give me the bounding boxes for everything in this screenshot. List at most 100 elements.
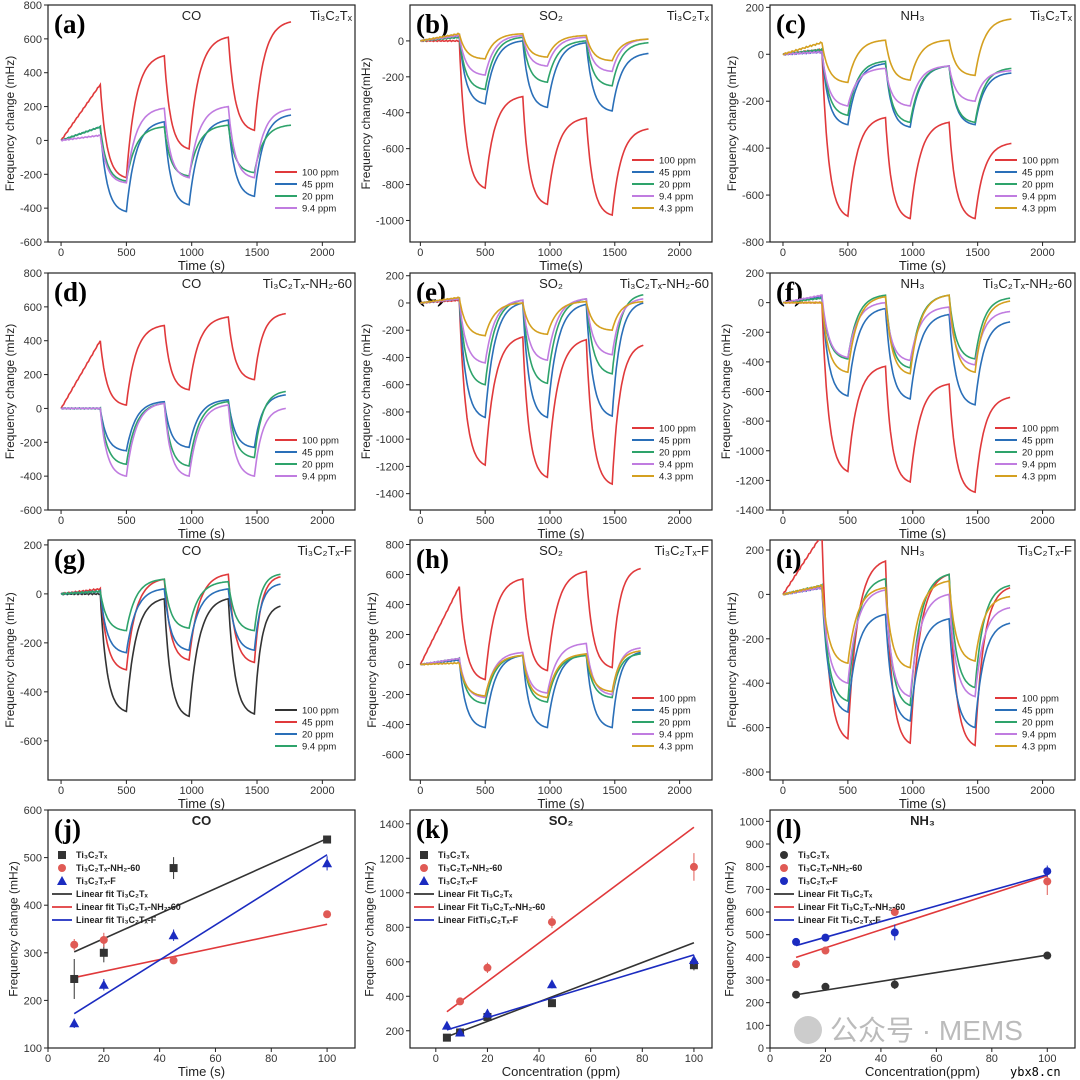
fit-line	[74, 923, 328, 979]
x-axis-label: Time (s)	[178, 1064, 225, 1079]
panel-letter: (a)	[54, 9, 85, 39]
marker-square	[442, 1033, 451, 1042]
x-tick-label: 1000	[179, 247, 203, 259]
y-tick-label: 800	[386, 922, 404, 934]
panel-i: 0 500 1000 1500 2000 -800 -600 -400 -200 0 200 Time…	[725, 539, 1076, 811]
plot-frame	[409, 539, 713, 781]
marker-square	[547, 999, 556, 1008]
series-line-20-ppm	[60, 124, 292, 183]
plot-area	[419, 567, 641, 729]
y-axis-label: Frequency change (mHz)	[359, 324, 373, 459]
fit-line	[795, 954, 1048, 996]
panel-letter: (l)	[776, 814, 801, 844]
legend-label: Linear Fit Ti₃C₂Tₓ-NH₂-60	[798, 902, 905, 912]
x-tick-label: 1500	[245, 515, 269, 527]
legend-label: 20 ppm	[1022, 180, 1054, 191]
plot-area	[782, 18, 1012, 220]
x-tick-label: 1500	[965, 515, 989, 527]
watermark-text: 公众号 · MEMS	[830, 1015, 1023, 1046]
legend-label: 9.4 ppm	[659, 730, 693, 741]
legend-label: 45 ppm	[302, 448, 334, 459]
y-tick-label: 400	[746, 952, 764, 964]
marker-triangle	[57, 876, 67, 885]
material-label: Ti₃C₂Tₓ-NH₂-60	[620, 276, 709, 291]
legend-label: 20 ppm	[302, 460, 334, 471]
legend-label: 100 ppm	[659, 424, 696, 435]
legend-label: 20 ppm	[1022, 718, 1054, 729]
legend-label: Linear fit Ti₃C₂Tₓ-NH₂-60	[76, 902, 181, 912]
x-tick-label: 20	[98, 1053, 110, 1065]
y-tick-label: 200	[386, 271, 404, 283]
gas-title: SO₂	[539, 8, 563, 23]
legend-label: 20 ppm	[302, 192, 334, 203]
y-tick-label: -600	[742, 190, 764, 202]
x-tick-label: 80	[636, 1053, 648, 1065]
x-tick-label: 1000	[901, 247, 925, 259]
x-tick-label: 100	[1038, 1053, 1056, 1065]
panel-j: 0 20 40 60 80 100 100 200 300 400 500 600 Time (s) Fr…	[7, 805, 356, 1079]
marker-circle	[689, 862, 698, 871]
panel-f: 0 500 1000 1500 2000-1400-1200-1000-800-600-…	[719, 268, 1076, 541]
x-tick-label: 0	[433, 1053, 439, 1065]
gas-title: SO₂	[549, 813, 574, 828]
plot-area	[441, 826, 699, 1042]
marker-square	[58, 851, 66, 859]
x-axis-label: Time (s)	[537, 526, 584, 541]
x-tick-label: 0	[767, 1053, 773, 1065]
panel-h: 0 500 1000 1500 2000 -600 -400 -200 0 200 400 600 80…	[365, 539, 713, 811]
plot-frame	[769, 4, 1076, 243]
fit-line	[73, 854, 328, 1015]
legend-label: 4.3 ppm	[659, 472, 693, 483]
legend-label: Linear Fit Ti₃C₂Tₓ	[798, 889, 873, 899]
series-line-9.4-ppm	[782, 294, 1011, 366]
y-tick-label: -600	[20, 237, 42, 249]
y-tick-label: -200	[20, 169, 42, 181]
plot-frame	[47, 809, 356, 1049]
y-tick-label: -1200	[376, 461, 404, 473]
y-tick-label: 300	[746, 975, 764, 987]
x-tick-label: 1000	[538, 247, 562, 259]
material-label: Ti₃C₂Tₓ-F	[297, 543, 352, 558]
x-tick-label: 60	[585, 1053, 597, 1065]
y-tick-label: 400	[24, 68, 42, 80]
marker-circle	[792, 960, 801, 969]
legend-label: Linear Fit Ti₃C₂Tₓ-F	[798, 915, 881, 925]
legend-label: 100 ppm	[302, 706, 339, 717]
y-tick-label: -400	[742, 357, 764, 369]
watermark-site: ybx8.cn	[1010, 1065, 1061, 1079]
legend-label: 9.4 ppm	[1022, 460, 1056, 471]
x-axis-label: Time (s)	[537, 796, 584, 811]
y-tick-label: 600	[24, 302, 42, 314]
panel-letter: (d)	[54, 277, 87, 307]
x-tick-label: 1000	[901, 785, 925, 797]
plot-area	[782, 294, 1011, 494]
y-tick-label: -200	[742, 327, 764, 339]
gas-title: NH₃	[900, 276, 924, 291]
series-line-9.4-ppm	[782, 50, 1012, 107]
marker-triangle	[546, 979, 557, 989]
marker-circle	[890, 980, 899, 989]
y-tick-label: 400	[24, 900, 42, 912]
panel-l: 0 20 40 60 80 1000100200300400500600700800900…	[723, 809, 1076, 1079]
x-tick-label: 1000	[179, 515, 203, 527]
x-tick-label: 80	[265, 1053, 277, 1065]
legend-label: Linear Fit Ti₃C₂Tₓ-NH₂-60	[438, 902, 545, 912]
material-label: Ti₃C₂Tₓ-F	[654, 543, 709, 558]
marker-triangle	[69, 1018, 80, 1028]
x-tick-label: 2000	[310, 785, 334, 797]
marker-circle	[1043, 867, 1052, 876]
series-line-45-ppm	[782, 294, 1011, 406]
panel-k: 0 20 40 60 80 100 200 400 600 800 1000 1200 1400 Conc…	[363, 809, 713, 1079]
x-axis-label: Concentration(ppm)	[865, 1064, 980, 1079]
series-line-4.3-ppm	[782, 580, 1011, 669]
y-tick-label: 1000	[380, 888, 404, 900]
x-tick-label: 500	[117, 247, 135, 259]
fit-line	[73, 837, 328, 953]
x-axis-label: Time (s)	[178, 796, 225, 811]
gas-title: CO	[192, 813, 212, 828]
plot-frame	[409, 4, 713, 243]
marker-triangle	[419, 876, 429, 885]
marker-circle	[821, 982, 830, 991]
legend-label: Ti₃C₂Tₓ-NH₂-60	[798, 863, 862, 873]
material-label: Ti₃C₂Tₓ-NH₂-60	[263, 276, 352, 291]
